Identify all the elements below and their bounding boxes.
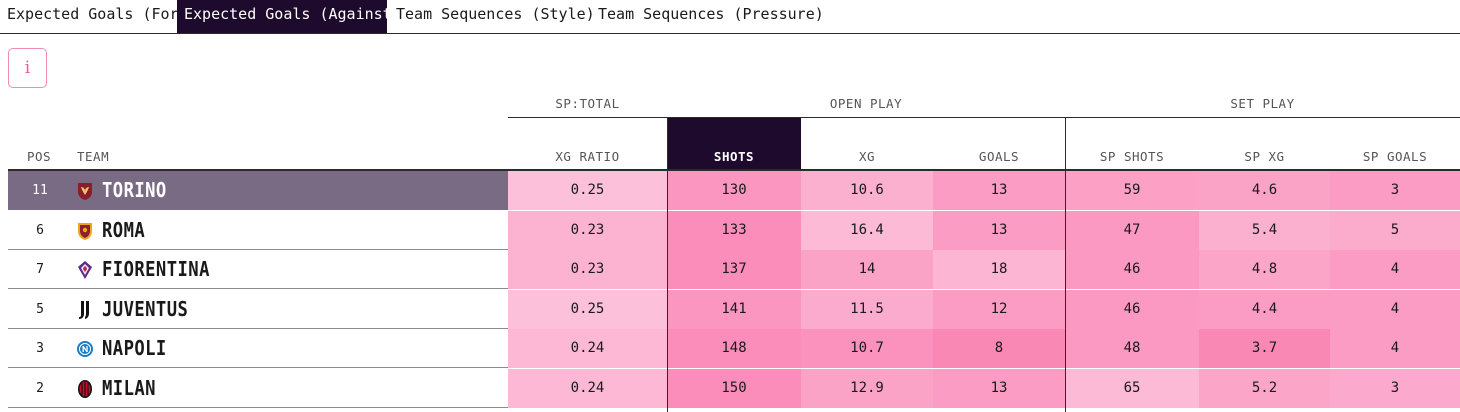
- column-header-team[interactable]: TEAM: [77, 149, 110, 164]
- row-position: 5: [36, 301, 44, 317]
- cell-sp-shots: 48: [1065, 329, 1199, 368]
- column-header-sp-xg[interactable]: SP XG: [1244, 149, 1285, 164]
- napoli-crest-icon: [77, 341, 93, 357]
- team-cell-background: 2 MILAN: [8, 369, 508, 408]
- cell-sp-xg: 5.2: [1199, 368, 1330, 408]
- team-name[interactable]: TORINO: [102, 178, 167, 202]
- column-header-xg-ratio[interactable]: XG RATIO: [555, 149, 620, 164]
- table-row-torino[interactable]: 11 TORINO 0.25 130 10.6 13 59 4.6 3: [8, 171, 1460, 210]
- cell-xg-ratio: 0.25: [508, 171, 667, 210]
- team-name[interactable]: FIORENTINA: [102, 257, 210, 281]
- roma-crest-icon: [78, 222, 92, 240]
- table-row-milan[interactable]: 2 MILAN 0.24 150 12.9 13 65 5.2 3: [8, 368, 1460, 408]
- group-header-sp-total: SP:TOTAL: [555, 96, 620, 111]
- cell-sp-shots: 46: [1065, 250, 1199, 289]
- cell-goals: 13: [933, 171, 1065, 210]
- cell-sp-xg: 5.4: [1199, 210, 1330, 250]
- cell-shots: 148: [667, 329, 801, 368]
- tab-team-sequences-style[interactable]: Team Sequences (Style): [396, 5, 595, 23]
- milan-crest-icon: [78, 379, 92, 398]
- cell-shots: 137: [667, 250, 801, 289]
- cell-shots: 133: [667, 210, 801, 250]
- column-header-goals[interactable]: GOALS: [978, 149, 1020, 164]
- table-row-fiorentina[interactable]: 7 FIORENTINA 0.23 137 14 18 46 4.8 4: [8, 250, 1460, 289]
- column-header-sp-shots[interactable]: SP SHOTS: [1099, 149, 1165, 164]
- cell-sp-goals: 5: [1330, 210, 1460, 250]
- table-row-roma[interactable]: 6 ROMA 0.23 133 16.4 13 47 5.4 5: [8, 210, 1460, 250]
- cell-shots: 130: [667, 171, 801, 210]
- team-cell-background: 11 TORINO: [8, 171, 508, 210]
- row-position: 2: [36, 380, 44, 396]
- column-header-xg[interactable]: XG: [858, 149, 876, 164]
- cell-sp-goals: 3: [1330, 368, 1460, 408]
- juventus-crest-icon: [79, 300, 89, 319]
- tab-bar: Expected Goals (For) Expected Goals (Aga…: [0, 0, 1460, 34]
- cell-xg-ratio: 0.23: [508, 250, 667, 289]
- row-position: 11: [32, 183, 48, 198]
- cell-sp-shots: 46: [1065, 289, 1199, 329]
- team-name[interactable]: MILAN: [102, 375, 156, 400]
- cell-xg: 11.5: [801, 289, 933, 329]
- cell-xg-ratio: 0.23: [508, 210, 667, 250]
- cell-xg-ratio: 0.24: [508, 329, 667, 368]
- column-header-shots[interactable]: SHOTS: [667, 118, 801, 170]
- cell-sp-goals: 4: [1330, 250, 1460, 289]
- team-cell-background: 5 JUVENTUS: [8, 290, 508, 329]
- team-cell-background: 3 NAPOLI: [8, 329, 508, 368]
- cell-xg-ratio: 0.25: [508, 289, 667, 329]
- cell-xg-ratio: 0.24: [508, 368, 667, 408]
- row-position: 7: [36, 262, 44, 277]
- info-button[interactable]: i: [8, 48, 47, 88]
- cell-sp-goals: 4: [1330, 289, 1460, 329]
- group-header-set-play: SET PLAY: [1230, 96, 1295, 111]
- table-row-napoli[interactable]: 3 NAPOLI 0.24 148 10.7 8 48 3.7 4: [8, 329, 1460, 368]
- cell-goals: 13: [933, 368, 1065, 408]
- cell-sp-shots: 59: [1065, 171, 1199, 210]
- cell-sp-xg: 4.8: [1199, 250, 1330, 289]
- cell-xg: 10.6: [801, 171, 933, 210]
- cell-goals: 12: [933, 289, 1065, 329]
- column-header-sp-goals[interactable]: SP GOALS: [1362, 149, 1428, 164]
- team-name[interactable]: JUVENTUS: [102, 296, 189, 321]
- cell-xg: 14: [801, 250, 933, 289]
- cell-sp-xg: 4.4: [1199, 289, 1330, 329]
- column-header-pos[interactable]: POS: [27, 149, 52, 164]
- team-name[interactable]: ROMA: [102, 217, 146, 242]
- cell-shots: 150: [667, 368, 801, 408]
- cell-sp-xg: 3.7: [1199, 329, 1330, 368]
- cell-goals: 8: [933, 329, 1065, 368]
- team-cell-background: 6 ROMA: [8, 211, 508, 250]
- cell-sp-shots: 65: [1065, 368, 1199, 408]
- team-cell-background: 7 FIORENTINA: [8, 250, 508, 289]
- cell-sp-xg: 4.6: [1199, 171, 1330, 210]
- group-header-divider: [508, 117, 1460, 118]
- cell-sp-goals: 3: [1330, 171, 1460, 210]
- torino-crest-icon: [78, 183, 92, 200]
- header-divider: [8, 169, 1460, 171]
- cell-sp-shots: 47: [1065, 210, 1199, 250]
- row-position: 6: [36, 222, 44, 238]
- tab-team-sequences-pressure[interactable]: Team Sequences (Pressure): [598, 5, 824, 23]
- tab-expected-goals-against[interactable]: Expected Goals (Against): [177, 0, 401, 33]
- cell-shots: 141: [667, 289, 801, 329]
- column-separator-open-play: [667, 118, 668, 412]
- cell-sp-goals: 4: [1330, 329, 1460, 368]
- cell-goals: 13: [933, 210, 1065, 250]
- team-name[interactable]: NAPOLI: [102, 336, 167, 360]
- column-separator-set-play: [1065, 118, 1066, 412]
- cell-xg: 12.9: [801, 368, 933, 408]
- cell-xg: 10.7: [801, 329, 933, 368]
- table-row-juventus[interactable]: 5 JUVENTUS 0.25 141 11.5 12 46 4.4 4: [8, 289, 1460, 329]
- group-header-open-play: OPEN PLAY: [829, 96, 903, 111]
- tab-expected-goals-for[interactable]: Expected Goals (For): [7, 5, 188, 23]
- cell-xg: 16.4: [801, 210, 933, 250]
- cell-goals: 18: [933, 250, 1065, 289]
- fiorentina-crest-icon: [78, 261, 92, 279]
- row-position: 3: [36, 341, 44, 356]
